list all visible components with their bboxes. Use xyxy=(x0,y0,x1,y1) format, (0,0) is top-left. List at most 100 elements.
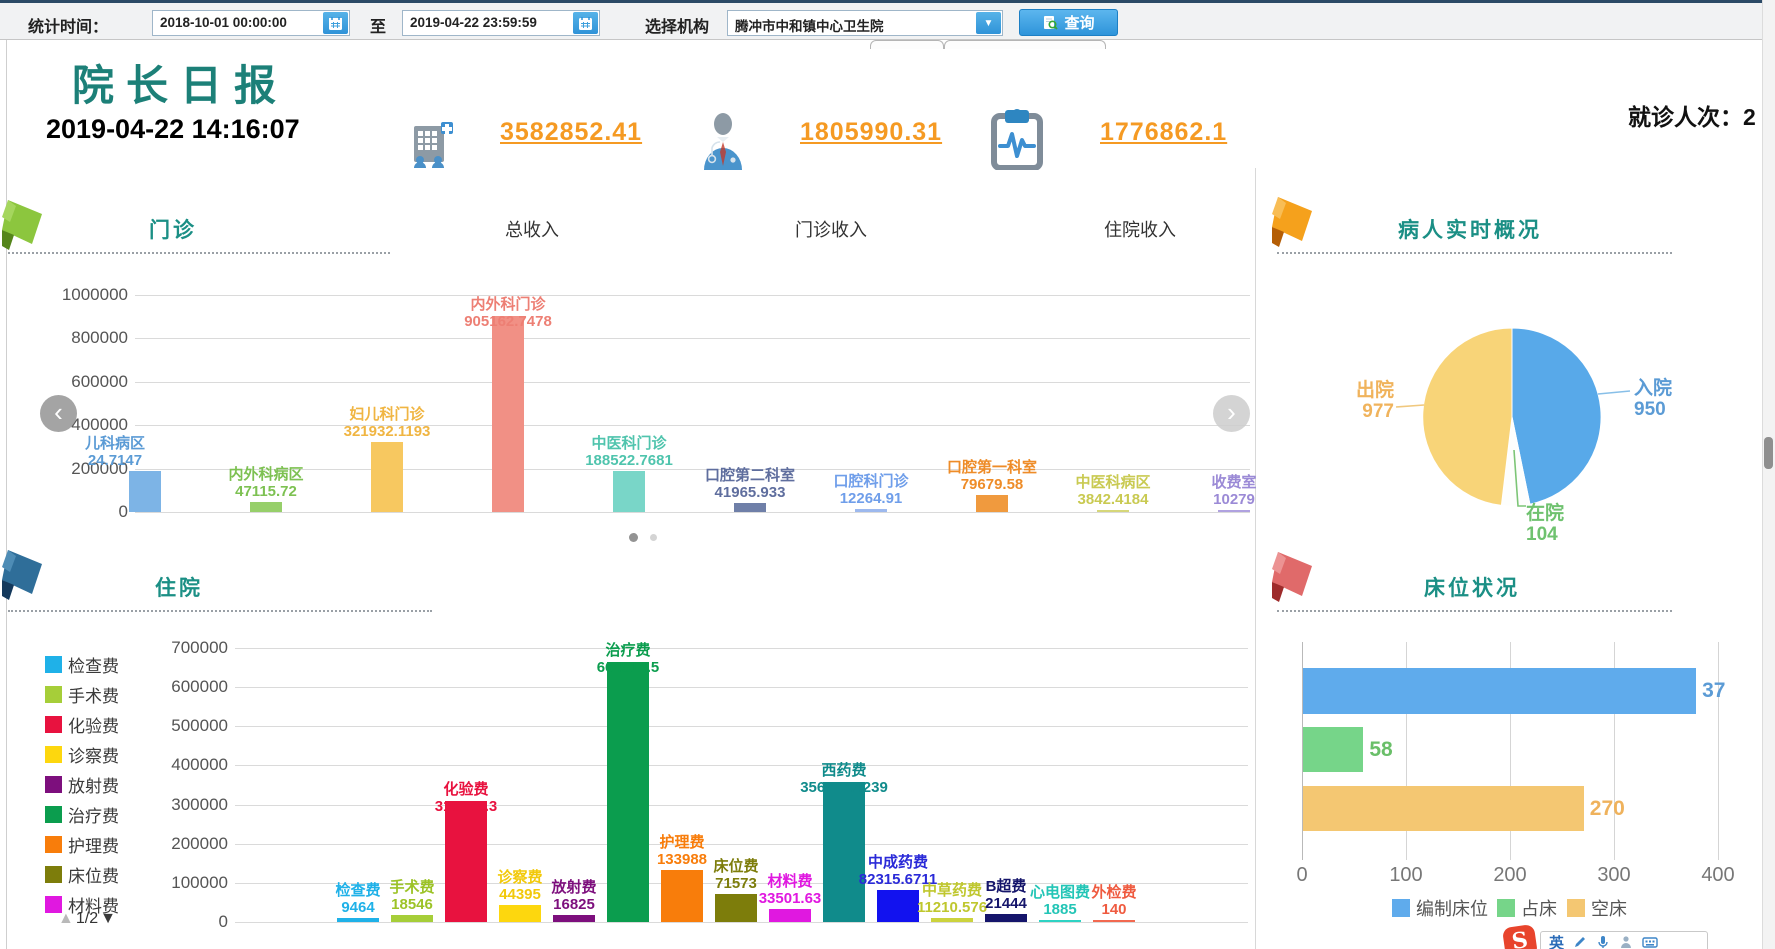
legend-item-床位费[interactable]: 床位费 xyxy=(45,862,119,887)
ime-logo[interactable]: S xyxy=(1501,923,1539,949)
bar-编制床位[interactable] xyxy=(1303,668,1697,714)
bar-label: 中医科门诊 188522.7681 xyxy=(585,435,673,470)
x-axis-tick: 200 xyxy=(1493,864,1527,886)
patients-pie-chart[interactable] xyxy=(1390,300,1670,535)
legend-item-手术费[interactable]: 手术费 xyxy=(45,682,119,707)
section-title-patients: 病人实时概况 xyxy=(1398,219,1542,242)
legend-swatch xyxy=(1497,899,1515,917)
y-axis-tick: 100000 xyxy=(171,872,228,892)
bar-床位费[interactable] xyxy=(715,893,757,922)
calendar-icon[interactable] xyxy=(573,12,598,34)
legend-label: 诊察费 xyxy=(68,747,119,766)
legend-item-治疗费[interactable]: 治疗费 xyxy=(45,802,119,827)
inpatient-legend: 检查费手术费化验费诊察费放射费治疗费护理费床位费材料费 ▲ 1/2 ▼ xyxy=(0,0,240,949)
legend-item-化验费[interactable]: 化验费 xyxy=(45,712,119,737)
bar-诊察费[interactable] xyxy=(499,904,541,922)
popup-notch xyxy=(944,40,1106,49)
bar-label: 化验费 310278.3 xyxy=(434,780,498,815)
bar-label: B超费 21444 xyxy=(985,877,1027,912)
keyboard-icon[interactable] xyxy=(1642,935,1658,949)
top-toolbar: 统计时间： 2018-10-01 00:00:00 至 2019-04-22 2… xyxy=(0,0,1775,40)
bar-放射费[interactable] xyxy=(553,915,595,922)
kpi-total-revenue[interactable]: 3582852.41 xyxy=(500,118,643,146)
legend-item-检查费[interactable]: 检查费 xyxy=(45,652,119,677)
bar-内外科门诊[interactable] xyxy=(492,315,524,512)
carousel-dot[interactable] xyxy=(650,534,657,541)
bar-外检费[interactable] xyxy=(1093,920,1135,922)
bar-中成药费[interactable] xyxy=(877,889,919,922)
query-button[interactable]: 查询 xyxy=(1019,9,1118,36)
bar-儿科病区[interactable] xyxy=(129,470,161,512)
carousel-next-button[interactable]: › xyxy=(1213,395,1250,432)
bar-中医科门诊[interactable] xyxy=(613,471,645,512)
legend-item-材料费[interactable]: 材料费 xyxy=(45,892,119,917)
bar-中草药费[interactable] xyxy=(931,917,973,922)
y-axis-tick: 600000 xyxy=(71,371,128,391)
legend-page-up[interactable]: ▲ xyxy=(58,910,74,927)
bar-化验费[interactable] xyxy=(445,800,487,922)
pie-slice-入院[interactable] xyxy=(1511,327,1602,505)
bar-护理费[interactable] xyxy=(661,869,703,922)
bar-占床[interactable] xyxy=(1303,727,1364,772)
bar-手术费[interactable] xyxy=(391,914,433,922)
legend-item-空床[interactable]: 空床 xyxy=(1567,895,1627,921)
bar-内外科病区[interactable] xyxy=(250,501,282,512)
bar-label: 儿科病区 24.7147 xyxy=(84,434,145,469)
legend-item-诊察费[interactable]: 诊察费 xyxy=(45,742,119,767)
x-axis-tick: 100 xyxy=(1389,864,1423,886)
y-axis-tick: 200000 xyxy=(171,833,228,853)
legend-page-down[interactable]: ▼ xyxy=(100,910,116,927)
x-axis-tick: 0 xyxy=(1296,864,1308,886)
calendar-icon[interactable] xyxy=(323,12,348,34)
bar-妇儿科门诊[interactable] xyxy=(371,442,403,512)
pen-icon[interactable] xyxy=(1573,935,1587,949)
scrollbar-track[interactable] xyxy=(1762,0,1775,949)
kpi-inpatient-revenue[interactable]: 1776862.1 xyxy=(1100,118,1228,146)
legend-swatch xyxy=(45,896,62,913)
legend-item-放射费[interactable]: 放射费 xyxy=(45,772,119,797)
bar-口腔第二科室[interactable] xyxy=(734,502,766,512)
section-divider xyxy=(8,252,390,254)
person-icon[interactable] xyxy=(1619,935,1633,949)
date-from-input[interactable]: 2018-10-01 00:00:00 xyxy=(152,10,350,36)
bar-收费室[interactable] xyxy=(1218,509,1250,512)
date-to-input[interactable]: 2019-04-22 23:59:59 xyxy=(402,10,600,36)
section-title-beds: 床位状况 xyxy=(1424,577,1520,600)
ime-language-toggle[interactable]: 英 xyxy=(1549,934,1565,949)
bar-西药费[interactable] xyxy=(823,782,865,922)
legend-item-护理费[interactable]: 护理费 xyxy=(45,832,119,857)
legend-label: 床位费 xyxy=(68,867,119,886)
bar-label: 放射费 16825 xyxy=(551,879,597,914)
gridline xyxy=(235,882,1248,884)
pie-label-admitted: 入院 950 xyxy=(1634,378,1673,420)
bar-空床[interactable] xyxy=(1303,786,1584,831)
bar-治疗费[interactable] xyxy=(607,661,649,922)
bar-心电图费[interactable] xyxy=(1039,920,1081,922)
bar-材料费[interactable] xyxy=(769,908,811,922)
mic-icon[interactable] xyxy=(1596,935,1610,949)
page-title: 院长日报 xyxy=(72,61,289,110)
carousel-dot-active[interactable] xyxy=(629,533,638,542)
scrollbar-thumb[interactable] xyxy=(1764,437,1773,469)
org-select[interactable]: 腾冲市中和镇中心卫生院 ▼ xyxy=(727,10,1003,36)
legend-label: 空床 xyxy=(1591,899,1627,919)
bar-中医科病区[interactable] xyxy=(1097,510,1129,512)
kpi-outpatient-revenue[interactable]: 1805990.31 xyxy=(800,118,943,146)
chevron-down-icon[interactable]: ▼ xyxy=(976,12,1001,34)
legend-item-占床[interactable]: 占床 xyxy=(1497,895,1557,921)
legend-item-编制床位[interactable]: 编制床位 xyxy=(1392,895,1488,921)
bookmark-blue-icon xyxy=(2,548,44,611)
legend-label: 材料费 xyxy=(68,897,119,916)
bar-口腔科门诊[interactable] xyxy=(855,509,887,512)
ime-toolbar[interactable]: 英 xyxy=(1540,931,1708,949)
legend-pager: ▲ 1/2 ▼ xyxy=(58,910,116,927)
kpi-label-total: 总收入 xyxy=(505,220,559,240)
legend-swatch xyxy=(45,686,62,703)
bar-口腔第一科室[interactable] xyxy=(976,494,1008,512)
bar-B超费[interactable] xyxy=(985,913,1027,922)
pie-slice-出院[interactable] xyxy=(1422,327,1513,506)
carousel-prev-button[interactable]: ‹ xyxy=(40,395,77,432)
bar-检查费[interactable] xyxy=(337,918,379,922)
gridline xyxy=(235,922,1248,923)
gridline xyxy=(1614,642,1615,860)
